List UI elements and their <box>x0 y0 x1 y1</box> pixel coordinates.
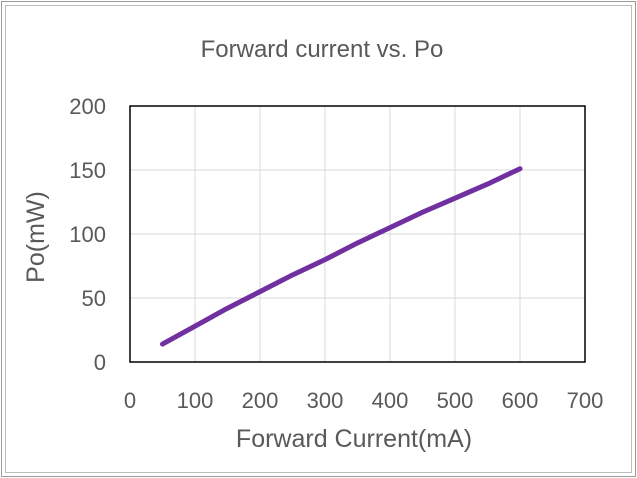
inner-border <box>5 5 632 473</box>
x-tick-label: 300 <box>307 388 344 413</box>
plot-area-border <box>129 105 586 363</box>
series-group <box>160 166 523 347</box>
x-tick-label: 500 <box>437 388 474 413</box>
y-tick-label: 0 <box>94 350 106 375</box>
y-tick-labels: 0 50 100 150 200 <box>69 94 106 375</box>
y-tick-label: 200 <box>69 94 106 119</box>
x-tick-labels: 0 100 200 300 400 500 600 700 <box>124 388 603 413</box>
y-tick-label: 150 <box>69 158 106 183</box>
x-tick-label: 400 <box>372 388 409 413</box>
x-tick-label: 0 <box>124 388 136 413</box>
y-tick-label: 100 <box>69 222 106 247</box>
x-tick-label: 200 <box>242 388 279 413</box>
grid <box>130 106 585 362</box>
x-tick-label: 700 <box>567 388 604 413</box>
series-line <box>160 166 523 347</box>
y-tick-label: 50 <box>82 286 106 311</box>
x-tick-label: 100 <box>177 388 214 413</box>
x-tick-label: 600 <box>502 388 539 413</box>
x-axis-label: Forward Current(mA) <box>236 425 472 453</box>
chart-title: Forward current vs. Po <box>201 36 444 63</box>
y-axis-label: Po(mW) <box>22 191 50 283</box>
